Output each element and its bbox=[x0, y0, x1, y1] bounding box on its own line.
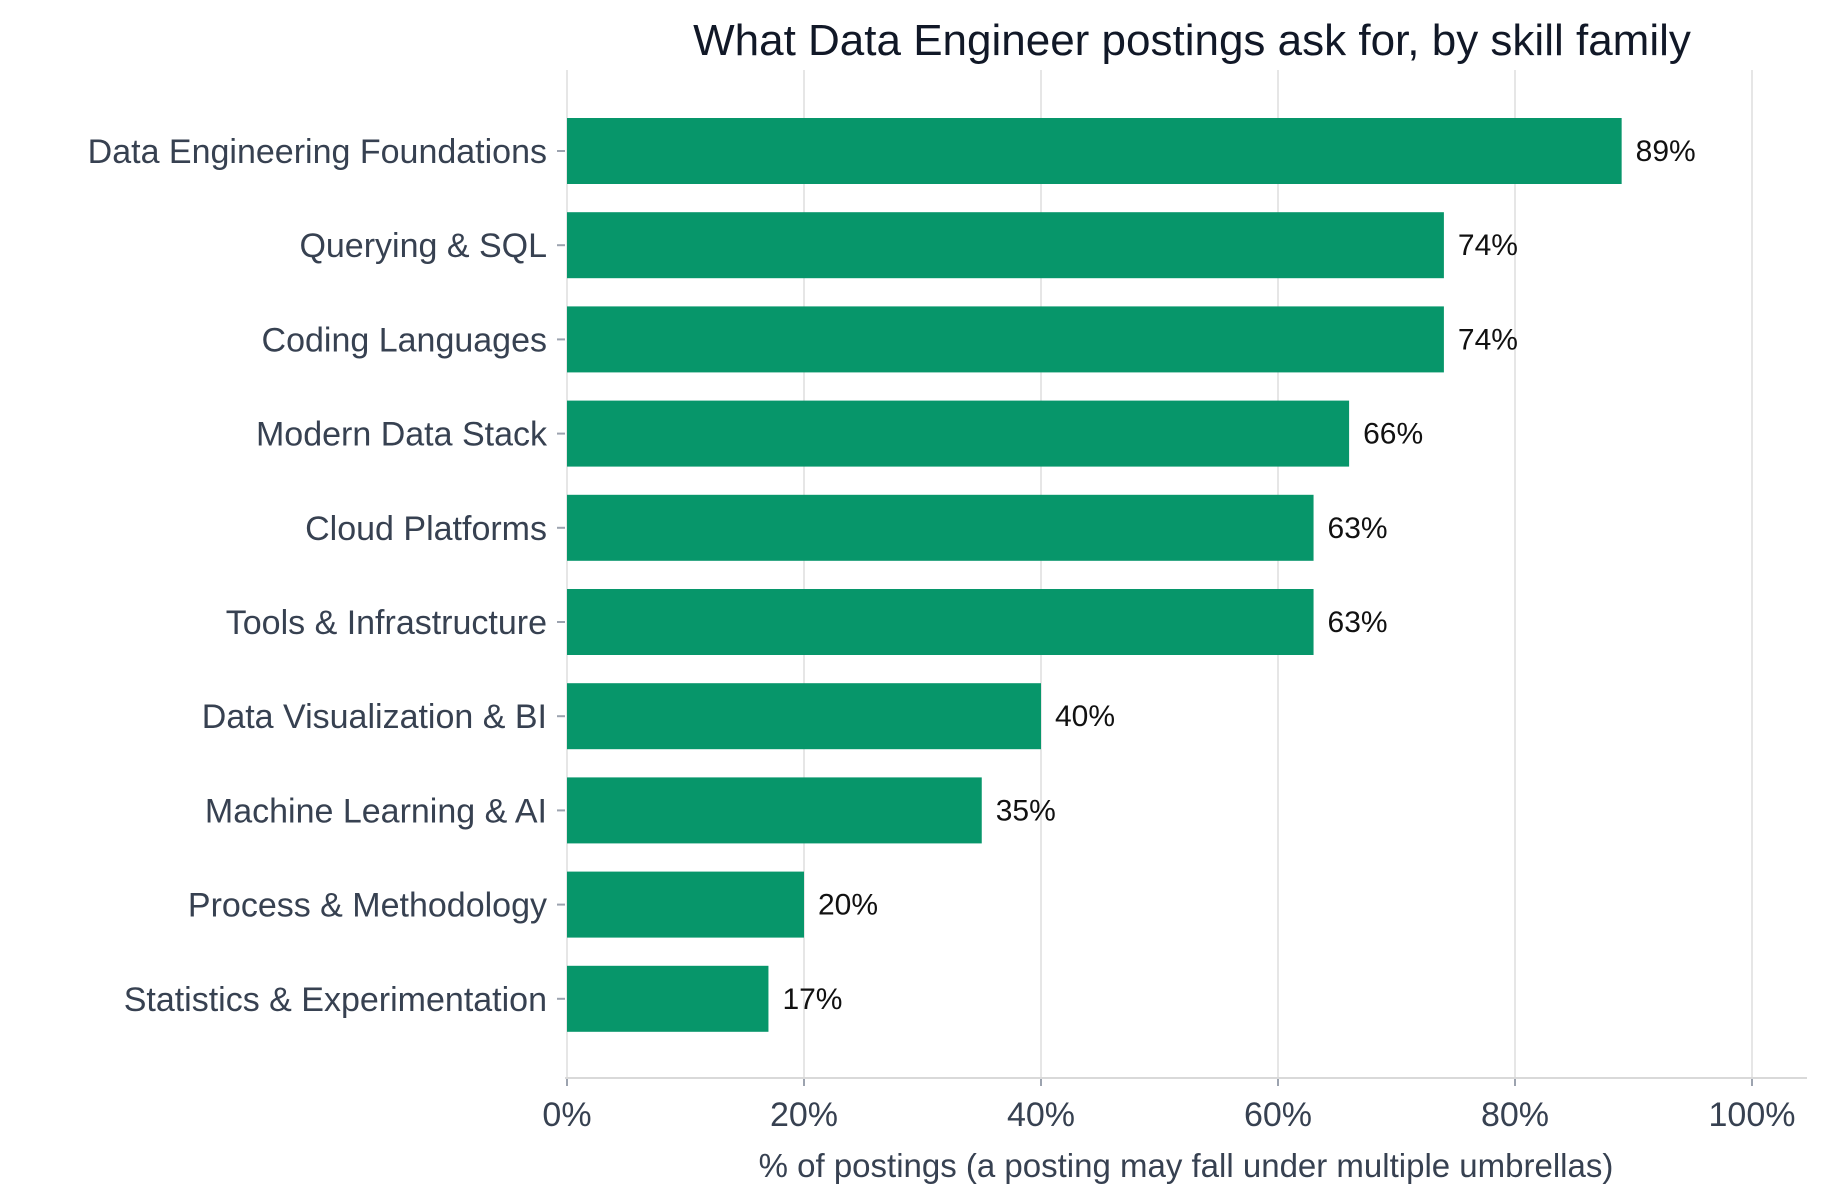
value-label-data-visualization-and-bi: 40% bbox=[1055, 700, 1115, 733]
category-label-querying-and-sql: Querying & SQL bbox=[299, 227, 547, 265]
bar-process-and-methodology bbox=[567, 871, 804, 938]
value-labels-layer: 89% 74% 74% 66% 63% 63% 40% 35% 20% 17% bbox=[782, 135, 1695, 1016]
bar-modern-data-stack bbox=[567, 400, 1350, 467]
category-label-coding-languages: Coding Languages bbox=[262, 321, 547, 359]
category-label-tools-and-infrastructure: Tools & Infrastructure bbox=[226, 604, 547, 642]
bar-coding-languages bbox=[567, 306, 1444, 373]
chart-title: What Data Engineer postings ask for, by … bbox=[693, 16, 1691, 65]
value-label-machine-learning-and-ai: 35% bbox=[996, 794, 1056, 827]
category-label-data-visualization-and-bi: Data Visualization & BI bbox=[202, 698, 547, 736]
category-label-modern-data-stack: Modern Data Stack bbox=[256, 416, 548, 454]
value-label-tools-and-infrastructure: 63% bbox=[1328, 606, 1388, 639]
bar-tools-and-infrastructure bbox=[567, 589, 1314, 655]
x-axis-title: % of postings (a posting may fall under … bbox=[759, 1147, 1614, 1184]
bar-data-engineering-foundations bbox=[567, 118, 1622, 184]
x-tick-label: 100% bbox=[1709, 1096, 1796, 1134]
category-label-data-engineering-foundations: Data Engineering Foundations bbox=[88, 133, 547, 171]
x-tick-label: 60% bbox=[1244, 1096, 1312, 1134]
value-label-data-engineering-foundations: 89% bbox=[1636, 135, 1696, 168]
x-tick-label: 40% bbox=[1007, 1096, 1075, 1134]
value-label-process-and-methodology: 20% bbox=[818, 889, 878, 922]
bars-layer bbox=[567, 118, 1622, 1032]
x-tick-labels-layer: 0% 20% 40% 60% 80% 100% bbox=[542, 1096, 1795, 1134]
value-label-modern-data-stack: 66% bbox=[1363, 418, 1423, 451]
category-label-process-and-methodology: Process & Methodology bbox=[188, 887, 547, 925]
category-label-statistics-and-experimentation: Statistics & Experimentation bbox=[124, 981, 547, 1019]
bar-statistics-and-experimentation bbox=[567, 965, 769, 1032]
value-label-coding-languages: 74% bbox=[1458, 323, 1518, 356]
bar-data-visualization-and-bi bbox=[567, 683, 1041, 750]
value-label-querying-and-sql: 74% bbox=[1458, 229, 1518, 262]
value-label-cloud-platforms: 63% bbox=[1328, 512, 1388, 545]
category-labels-layer: Data Engineering Foundations Querying & S… bbox=[88, 133, 565, 1019]
x-tick-label: 80% bbox=[1481, 1096, 1549, 1134]
x-tick-label: 0% bbox=[542, 1096, 591, 1134]
value-label-statistics-and-experimentation: 17% bbox=[782, 983, 842, 1016]
bar-machine-learning-and-ai bbox=[567, 777, 982, 844]
category-label-cloud-platforms: Cloud Platforms bbox=[305, 510, 547, 548]
category-label-machine-learning-and-ai: Machine Learning & AI bbox=[205, 792, 547, 830]
bar-cloud-platforms bbox=[567, 494, 1314, 561]
x-tick-label: 20% bbox=[770, 1096, 838, 1134]
bar-querying-and-sql bbox=[567, 212, 1444, 279]
